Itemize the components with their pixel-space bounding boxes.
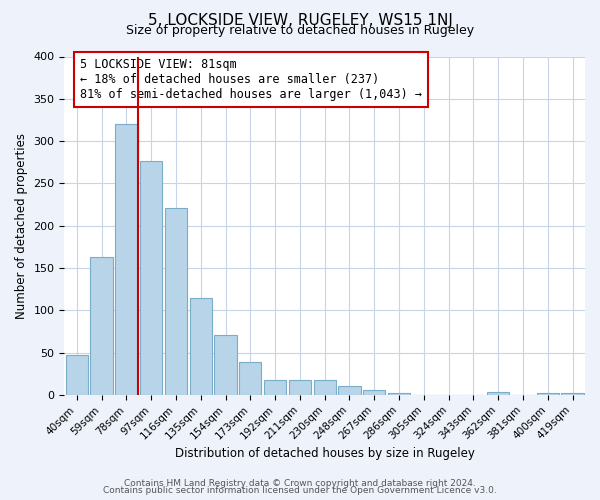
Text: Contains HM Land Registry data © Crown copyright and database right 2024.: Contains HM Land Registry data © Crown c… [124, 478, 476, 488]
Bar [289, 380, 311, 395]
Bar [214, 335, 236, 395]
Bar [91, 257, 113, 395]
Bar [536, 393, 559, 395]
Bar [264, 380, 286, 395]
Bar [239, 362, 262, 395]
Text: Size of property relative to detached houses in Rugeley: Size of property relative to detached ho… [126, 24, 474, 37]
Bar [65, 355, 88, 395]
Bar [363, 390, 385, 395]
X-axis label: Distribution of detached houses by size in Rugeley: Distribution of detached houses by size … [175, 447, 475, 460]
Bar [562, 393, 584, 395]
Text: 5 LOCKSIDE VIEW: 81sqm
← 18% of detached houses are smaller (237)
81% of semi-de: 5 LOCKSIDE VIEW: 81sqm ← 18% of detached… [80, 58, 422, 101]
Y-axis label: Number of detached properties: Number of detached properties [15, 132, 28, 318]
Bar [115, 124, 137, 395]
Text: 5, LOCKSIDE VIEW, RUGELEY, WS15 1NJ: 5, LOCKSIDE VIEW, RUGELEY, WS15 1NJ [148, 12, 452, 28]
Text: Contains public sector information licensed under the Open Government Licence v3: Contains public sector information licen… [103, 486, 497, 495]
Bar [314, 380, 336, 395]
Bar [388, 393, 410, 395]
Bar [190, 298, 212, 395]
Bar [165, 208, 187, 395]
Bar [487, 392, 509, 395]
Bar [338, 386, 361, 395]
Bar [140, 162, 163, 395]
